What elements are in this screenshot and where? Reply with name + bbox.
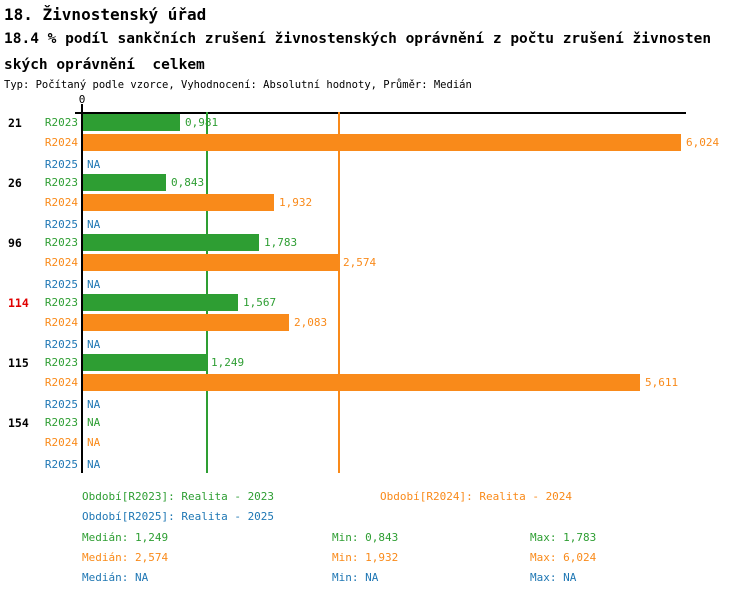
bar-R2024-114 <box>83 314 289 331</box>
value-label-R2024-114: 2,083 <box>294 316 328 329</box>
bar-R2024-96 <box>83 254 338 271</box>
period-label-R2025-115: R2025 <box>44 398 78 411</box>
value-label-R2025-96: NA <box>87 278 101 291</box>
period-label-R2024-154: R2024 <box>44 436 78 449</box>
stat-median-r2024: Medián: 2,574 <box>82 551 169 564</box>
value-label-R2025-154: NA <box>87 458 101 471</box>
period-label-R2024-21: R2024 <box>44 136 78 149</box>
value-label-R2025-21: NA <box>87 158 101 171</box>
period-label-R2024-115: R2024 <box>44 376 78 389</box>
period-label-R2025-114: R2025 <box>44 338 78 351</box>
value-label-R2024-96: 2,574 <box>343 256 377 269</box>
period-label-R2023-114: R2023 <box>44 296 78 309</box>
bar-R2024-21 <box>83 134 681 151</box>
y-axis-line <box>81 104 83 473</box>
bar-R2023-21 <box>83 114 180 131</box>
legend-r2024: Období[R2024]: Realita - 2024 <box>380 490 573 503</box>
stat-min-r2024: Min: 1,932 <box>332 551 399 564</box>
median-line-R2023 <box>206 112 208 473</box>
bar-R2023-115 <box>83 354 206 371</box>
category-label-115: 115 <box>8 356 29 370</box>
x-axis-zero-label: 0 <box>78 93 86 106</box>
value-label-R2024-154: NA <box>87 436 101 449</box>
period-label-R2023-115: R2023 <box>44 356 78 369</box>
period-label-R2025-26: R2025 <box>44 218 78 231</box>
value-label-R2023-114: 1,567 <box>243 296 277 309</box>
value-label-R2023-154: NA <box>87 416 101 429</box>
bar-R2023-96 <box>83 234 259 251</box>
stat-max-r2023: Max: 1,783 <box>530 531 597 544</box>
value-label-R2025-115: NA <box>87 398 101 411</box>
category-label-26: 26 <box>8 176 22 190</box>
stat-max-r2025: Max: NA <box>530 571 577 584</box>
page-title: 18. Živnostenský úřad <box>4 5 207 24</box>
period-label-R2023-154: R2023 <box>44 416 78 429</box>
value-label-R2024-21: 6,024 <box>686 136 720 149</box>
value-label-R2023-26: 0,843 <box>171 176 205 189</box>
legend-r2025: Období[R2025]: Realita - 2025 <box>82 510 275 523</box>
value-label-R2024-26: 1,932 <box>279 196 313 209</box>
value-label-R2025-114: NA <box>87 338 101 351</box>
stat-median-r2025: Medián: NA <box>82 571 149 584</box>
bar-R2024-115 <box>83 374 640 391</box>
x-axis-line <box>75 112 686 114</box>
stat-min-r2025: Min: NA <box>332 571 379 584</box>
stat-min-r2023: Min: 0,843 <box>332 531 399 544</box>
chart-meta: Typ: Počítaný podle vzorce, Vyhodnocení:… <box>4 79 472 91</box>
period-label-R2023-26: R2023 <box>44 176 78 189</box>
value-label-R2023-115: 1,249 <box>211 356 245 369</box>
period-label-R2025-21: R2025 <box>44 158 78 171</box>
page-subtitle-line1: 18.4 % podíl sankčních zrušení živnosten… <box>4 31 712 47</box>
category-label-154: 154 <box>8 416 29 430</box>
bar-R2023-26 <box>83 174 166 191</box>
period-label-R2025-154: R2025 <box>44 458 78 471</box>
bar-R2024-26 <box>83 194 274 211</box>
period-label-R2024-114: R2024 <box>44 316 78 329</box>
value-label-R2023-96: 1,783 <box>264 236 298 249</box>
legend-r2023: Období[R2023]: Realita - 2023 <box>82 490 275 503</box>
category-label-114: 114 <box>8 296 29 310</box>
period-label-R2024-26: R2024 <box>44 196 78 209</box>
value-label-R2025-26: NA <box>87 218 101 231</box>
period-label-R2025-96: R2025 <box>44 278 78 291</box>
category-label-96: 96 <box>8 236 22 250</box>
stat-max-r2024: Max: 6,024 <box>530 551 597 564</box>
category-label-21: 21 <box>8 116 22 130</box>
stat-median-r2023: Medián: 1,249 <box>82 531 169 544</box>
period-label-R2023-96: R2023 <box>44 236 78 249</box>
period-label-R2023-21: R2023 <box>44 116 78 129</box>
value-label-R2024-115: 5,611 <box>645 376 679 389</box>
page-subtitle-line2: ských oprávnění celkem <box>4 57 205 73</box>
period-label-R2024-96: R2024 <box>44 256 78 269</box>
median-line-R2024 <box>338 112 340 473</box>
bar-R2023-114 <box>83 294 238 311</box>
value-label-R2023-21: 0,981 <box>185 116 219 129</box>
